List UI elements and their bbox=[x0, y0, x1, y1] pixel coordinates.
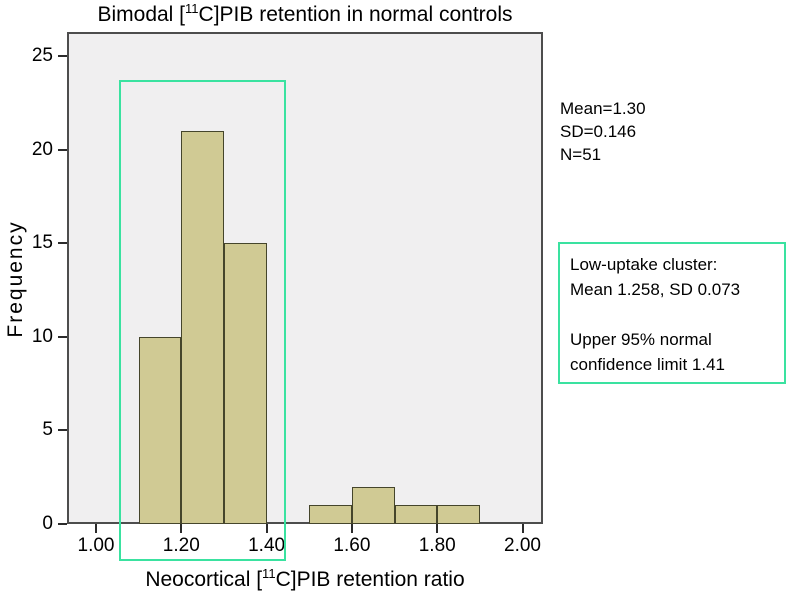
y-axis-title: Frequency bbox=[4, 220, 27, 338]
y-tick-mark bbox=[58, 335, 67, 338]
y-tick-label: 25 bbox=[31, 45, 53, 67]
chart-title-prefix: Bimodal [ bbox=[97, 3, 186, 26]
histogram-bar bbox=[394, 505, 438, 524]
x-tick-mark bbox=[350, 524, 353, 533]
x-axis-title: Neocortical [11C]PIB retention ratio bbox=[67, 566, 543, 592]
x-axis-title-suffix: C]PIB retention ratio bbox=[275, 568, 465, 591]
y-tick-mark bbox=[58, 242, 67, 245]
x-tick-label: 1.80 bbox=[418, 535, 456, 556]
annotation-line: Upper 95% normal bbox=[570, 330, 712, 349]
y-tick-mark bbox=[58, 429, 67, 432]
stats-n-line: N=51 bbox=[560, 145, 602, 164]
histogram-bar bbox=[181, 131, 224, 524]
x-tick-mark bbox=[95, 524, 97, 533]
x-tick-label: 1.60 bbox=[333, 535, 371, 556]
annotation-line-spacer bbox=[570, 302, 778, 327]
histogram-bar bbox=[437, 505, 480, 524]
chart-title-suffix: C]PIB retention in normal controls bbox=[198, 3, 513, 26]
y-tick-label: 0 bbox=[42, 513, 53, 534]
x-tick-mark bbox=[265, 524, 268, 533]
y-tick-label: 5 bbox=[42, 419, 53, 441]
stats-mean-line: Mean=1.30 bbox=[560, 99, 646, 118]
histogram-bar bbox=[351, 486, 395, 524]
chart-title-superscript: 11 bbox=[185, 1, 199, 16]
x-axis-title-prefix: Neocortical [ bbox=[145, 568, 263, 591]
x-axis-title-superscript: 11 bbox=[262, 566, 276, 581]
y-tick-mark bbox=[58, 55, 67, 58]
cluster-annotation-box: Low-uptake cluster: Mean 1.258, SD 0.073… bbox=[558, 242, 786, 384]
low-uptake-cluster-highlight-rect bbox=[119, 79, 287, 561]
annotation-line: confidence limit 1.41 bbox=[570, 355, 725, 374]
y-tick-label: 15 bbox=[31, 232, 53, 254]
x-tick-label: 2.00 bbox=[504, 535, 541, 556]
x-tick-label: 1.40 bbox=[248, 535, 286, 556]
histogram-bar bbox=[223, 243, 267, 524]
histogram-bar bbox=[309, 505, 352, 524]
chart-title: Bimodal [11C]PIB retention in normal con… bbox=[55, 1, 555, 27]
x-tick-mark bbox=[521, 524, 524, 533]
stats-sd-line: SD=0.146 bbox=[560, 122, 637, 141]
x-tick-label: 1.00 bbox=[77, 535, 115, 556]
x-tick-mark bbox=[180, 524, 183, 533]
y-tick-label: 10 bbox=[31, 325, 53, 347]
stats-annotation: Mean=1.30 SD=0.146 N=51 bbox=[560, 97, 646, 166]
histogram-bar bbox=[138, 336, 182, 524]
y-tick-mark bbox=[58, 148, 67, 151]
x-tick-mark bbox=[436, 524, 439, 533]
y-tick-mark bbox=[58, 523, 67, 525]
annotation-line: Low-uptake cluster: bbox=[570, 255, 718, 274]
x-tick-label: 1.20 bbox=[162, 535, 200, 556]
annotation-line: Mean 1.258, SD 0.073 bbox=[570, 280, 741, 299]
y-tick-label: 20 bbox=[31, 138, 53, 160]
